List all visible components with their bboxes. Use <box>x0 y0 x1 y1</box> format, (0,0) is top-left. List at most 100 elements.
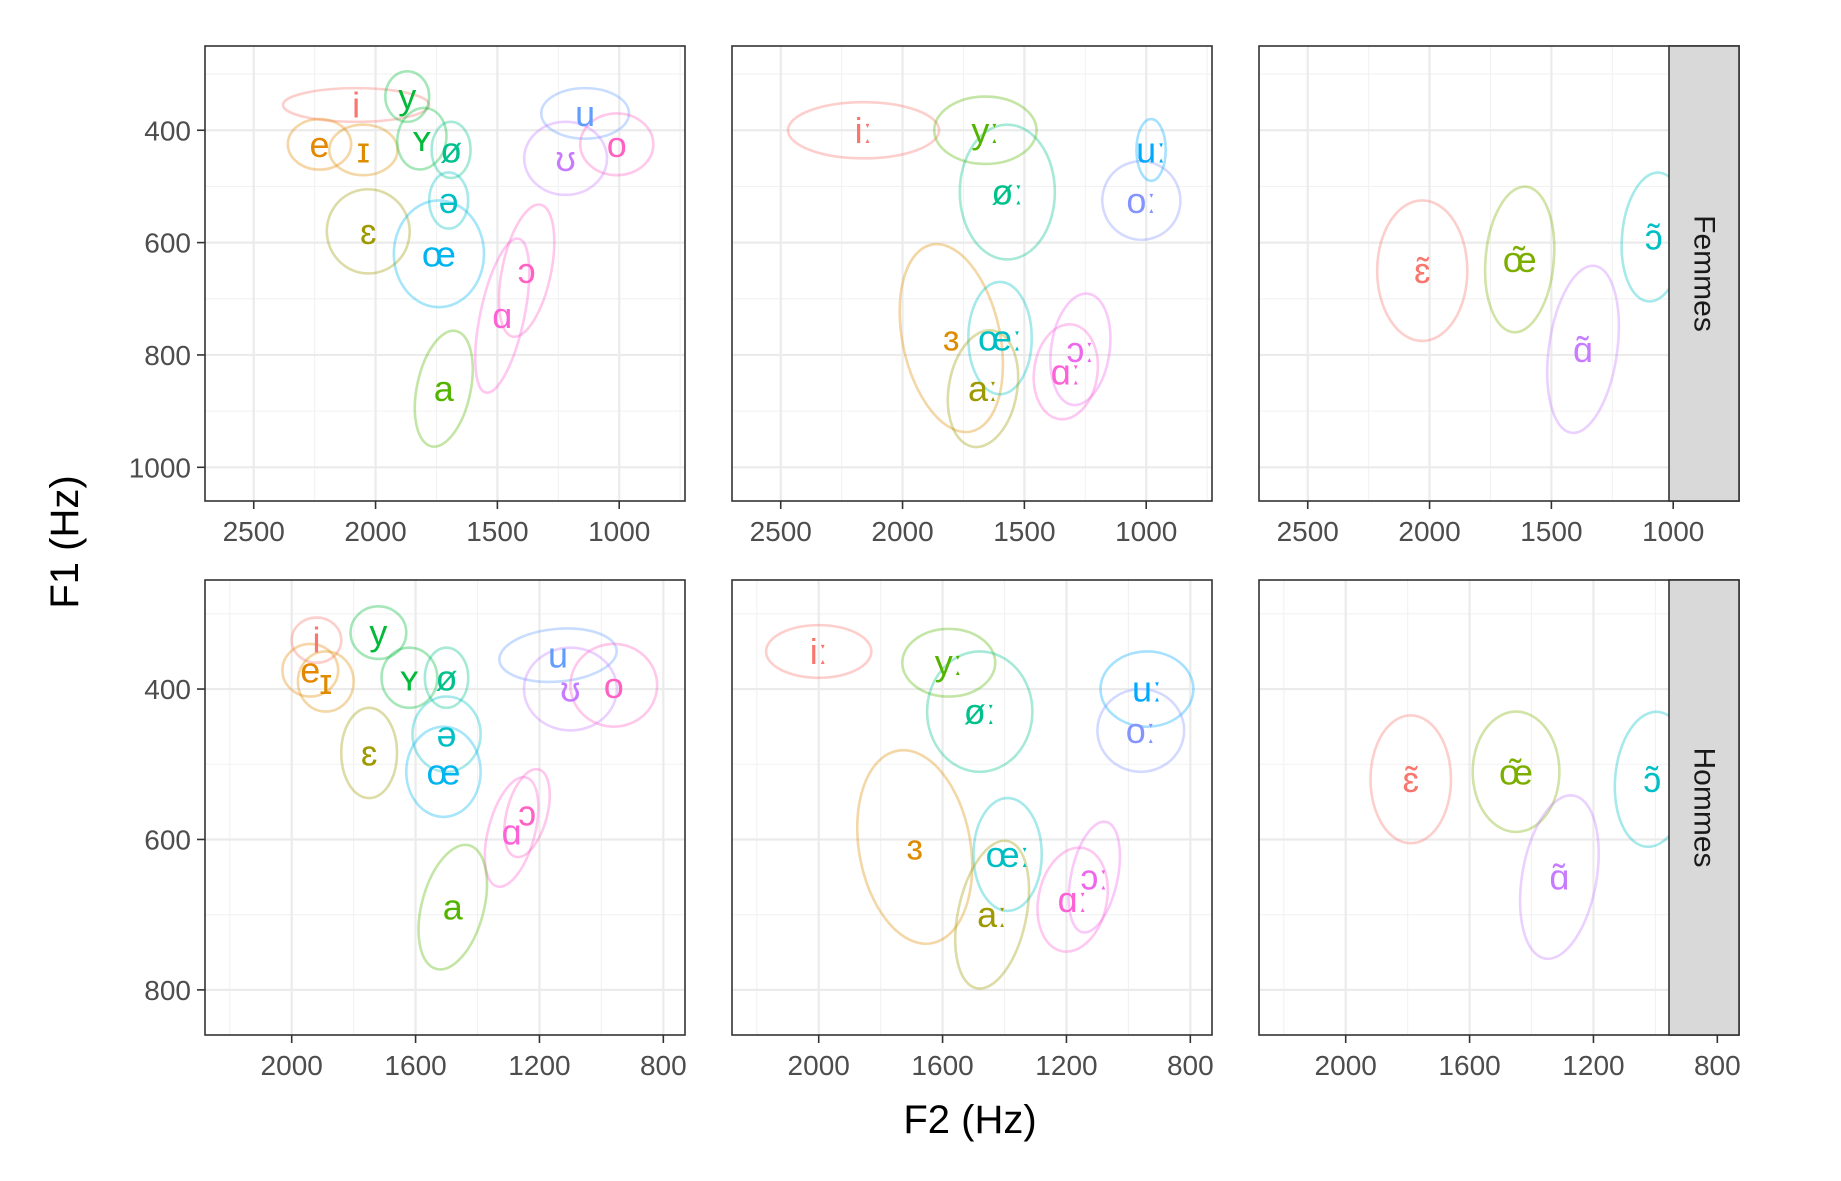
x-tick-label: 2500 <box>750 516 812 547</box>
vowel-ellipse <box>539 86 631 140</box>
x-tick-label: 2000 <box>344 516 406 547</box>
vowel-label: yː <box>971 110 999 151</box>
y-tick-label: 800 <box>144 975 191 1006</box>
vowel-label: œ <box>422 233 456 274</box>
vowel-label: y <box>398 76 416 117</box>
vowel-ellipse <box>522 646 619 732</box>
vowel-ellipse <box>339 706 399 800</box>
y-tick-label: 600 <box>144 824 191 855</box>
vowel-ellipse <box>764 623 873 680</box>
vowel-label: ɔ <box>518 250 536 291</box>
vowel-label: e <box>300 650 320 691</box>
vowel-ellipse <box>411 695 482 774</box>
vowel-ellipse <box>427 171 470 230</box>
x-tick-label: 1000 <box>588 516 650 547</box>
vowel-label: iː <box>810 631 828 672</box>
x-tick-label: 2500 <box>223 516 285 547</box>
vowel-label: œː <box>986 834 1030 875</box>
vowel-label: ɛ̃ <box>1414 250 1431 291</box>
vowel-ellipse <box>497 203 556 339</box>
vowel-label: ʏ <box>413 118 432 159</box>
vowel-ellipse <box>473 237 531 394</box>
vowel-ellipse <box>925 650 1034 774</box>
vowel-ellipse <box>413 329 475 448</box>
vowel-label: ɑ <box>492 295 512 336</box>
vowel-ellipse <box>855 748 974 946</box>
vowel-label: a <box>443 887 464 928</box>
vowel-label: iː <box>855 110 873 151</box>
vowel-label: ə <box>439 180 459 221</box>
vowel-label: øː <box>991 172 1023 213</box>
x-tick-label: 2000 <box>871 516 933 547</box>
y-tick-label: 800 <box>144 340 191 371</box>
vowel-ellipse <box>1375 199 1469 343</box>
x-tick-label: 800 <box>1694 1050 1741 1081</box>
vowel-label: uː <box>1136 129 1166 170</box>
vowel-ellipse <box>296 650 355 713</box>
vowel-label: ɛ̃ <box>1402 759 1419 800</box>
vowel-ellipse <box>281 86 431 124</box>
panel-border <box>731 579 1213 1036</box>
vowel-label: ʊ <box>560 669 580 710</box>
vowel-label: ø <box>440 129 462 170</box>
x-tick-label: 1200 <box>1562 1050 1624 1081</box>
vowel-label: ɑ <box>502 811 522 852</box>
panel-femmes-1: i y e ɪ ʏ ø uʊ o ɛ əœ ɔɑa 2500 2000 1500 1000 400 600 800… <box>129 45 686 547</box>
vowel-ellipse <box>290 616 343 665</box>
vowel-ellipse <box>1483 185 1556 334</box>
vowel-ellipse <box>1049 292 1112 407</box>
vowel-label: œ̃ <box>1503 239 1537 280</box>
panel-background <box>732 580 1212 1035</box>
panel-border <box>204 45 686 502</box>
vowel-label: œ̃ <box>1499 751 1533 792</box>
panel-border <box>731 45 1213 502</box>
vowel-ellipse <box>898 242 1005 434</box>
vowel-ellipse <box>483 775 540 889</box>
vowel-label: aː <box>968 368 998 409</box>
vowel-ellipse <box>395 106 448 171</box>
vowel-label: ɔ <box>518 793 536 834</box>
vowel-label: ɪ <box>319 661 332 702</box>
vowel-label: ɑ̃ <box>1549 857 1569 898</box>
x-tick-label: 2000 <box>788 1050 850 1081</box>
facet-strip <box>1668 579 1740 1036</box>
vowel-ellipse <box>404 725 482 819</box>
vowel-ellipse <box>503 767 552 859</box>
vowel-ellipse <box>901 627 997 698</box>
x-tick-label: 800 <box>640 1050 687 1081</box>
x-tick-label: 1200 <box>1035 1050 1097 1081</box>
vowel-label: uː <box>1132 669 1162 710</box>
vowel-label: o <box>607 124 627 165</box>
x-tick-label: 1500 <box>993 516 1055 547</box>
x-tick-label: 1000 <box>1115 516 1177 547</box>
vowel-label: ɔ̃ <box>1645 216 1663 257</box>
vowel-label: aː <box>977 894 1007 935</box>
vowel-ellipse <box>327 123 399 177</box>
x-tick-label: 2000 <box>261 1050 323 1081</box>
vowel-ellipse <box>281 642 340 698</box>
panel-background <box>732 46 1212 501</box>
vowel-label: u <box>575 93 595 134</box>
y-tick-label: 400 <box>144 674 191 705</box>
vowel-ellipse <box>498 627 618 684</box>
vowel-label: ʊ <box>555 138 575 179</box>
vowel-label: ʏ <box>400 657 419 698</box>
vowel-ellipse <box>392 199 486 309</box>
vowel-label: œː <box>978 318 1022 359</box>
vowel-ellipse <box>569 642 659 728</box>
vowel-ellipse <box>1101 159 1182 242</box>
vowel-label: ɔː <box>1080 857 1108 898</box>
vowel-label: ø <box>436 657 458 698</box>
vowel-ellipse <box>1135 117 1168 183</box>
vowel-ellipse <box>1096 687 1186 774</box>
x-tick-label: 1500 <box>1520 516 1582 547</box>
vowel-label: ɑ̃ <box>1573 329 1593 370</box>
vowel-label: ɔː <box>1066 329 1094 370</box>
vowel-ellipse <box>1471 710 1561 834</box>
x-axis-title: F2 (Hz) <box>903 1098 1036 1142</box>
panel-background <box>1259 580 1739 1035</box>
x-tick-label: 1500 <box>466 516 528 547</box>
